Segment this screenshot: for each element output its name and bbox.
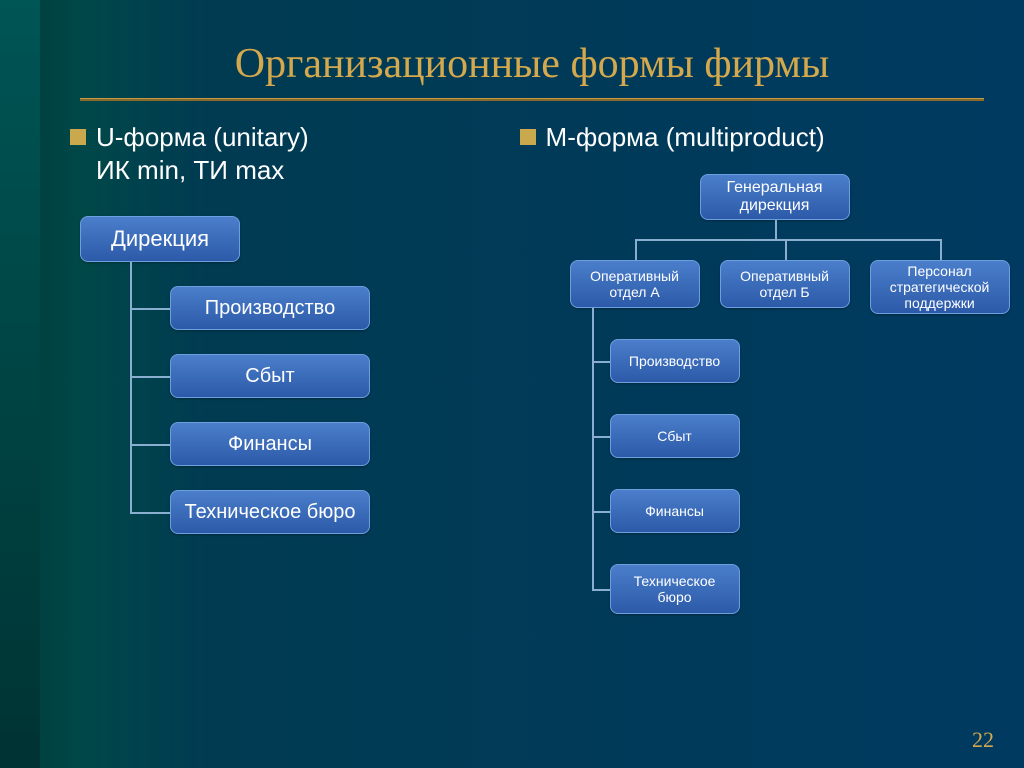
left-heading: U-форма (unitary) ИК min, ТИ max: [60, 121, 510, 186]
org-connector: [940, 239, 942, 260]
left-column: U-форма (unitary) ИК min, ТИ max Дирекци…: [60, 121, 510, 704]
left-heading-line2: ИК min, ТИ max: [96, 155, 284, 185]
org-node: Финансы: [170, 422, 370, 466]
org-node: Производство: [610, 339, 740, 383]
slide-sidebar: [0, 0, 40, 768]
org-connector: [130, 308, 170, 310]
two-columns: U-форма (unitary) ИК min, ТИ max Дирекци…: [40, 121, 1024, 704]
right-heading-text: M-форма (multiproduct): [546, 121, 825, 154]
right-org-chart: Генеральная дирекцияОперативный отдел А О…: [510, 174, 1004, 704]
org-node: Сбыт: [170, 354, 370, 398]
org-connector: [130, 444, 170, 446]
org-connector: [775, 220, 777, 239]
org-node: Дирекция: [80, 216, 240, 262]
right-column: M-форма (multiproduct) Генеральная дирек…: [510, 121, 1004, 704]
slide-content: Организационные формы фирмы U-форма (uni…: [40, 0, 1024, 768]
org-node: Производство: [170, 286, 370, 330]
org-node: Техническое бюро: [610, 564, 740, 614]
bullet-icon: [520, 129, 536, 145]
org-node: Оперативный отдел А: [570, 260, 700, 308]
org-connector: [785, 239, 787, 260]
org-connector: [592, 436, 610, 438]
org-node: Персонал стратегической поддержки: [870, 260, 1010, 314]
org-connector: [635, 239, 637, 260]
bullet-icon: [70, 129, 86, 145]
org-connector: [130, 376, 170, 378]
left-heading-line1: U-форма (unitary): [96, 122, 309, 152]
title-underline: [80, 98, 984, 101]
org-node: Техническое бюро: [170, 490, 370, 534]
org-node: Финансы: [610, 489, 740, 533]
org-connector: [592, 589, 610, 591]
org-node: Оперативный отдел Б: [720, 260, 850, 308]
left-org-chart: Дирекция Производство Сбыт Финансы Техническ…: [60, 206, 510, 636]
org-node: Генеральная дирекция: [700, 174, 850, 220]
org-connector: [635, 239, 942, 241]
org-connector: [592, 511, 610, 513]
org-connector: [130, 262, 132, 514]
org-node: Сбыт: [610, 414, 740, 458]
right-heading: M-форма (multiproduct): [510, 121, 1004, 154]
slide-title: Организационные формы фирмы: [40, 0, 1024, 98]
org-connector: [592, 361, 610, 363]
left-heading-text: U-форма (unitary) ИК min, ТИ max: [96, 121, 309, 186]
slide-number: 22: [972, 727, 994, 753]
org-connector: [592, 308, 594, 591]
org-connector: [130, 512, 170, 514]
